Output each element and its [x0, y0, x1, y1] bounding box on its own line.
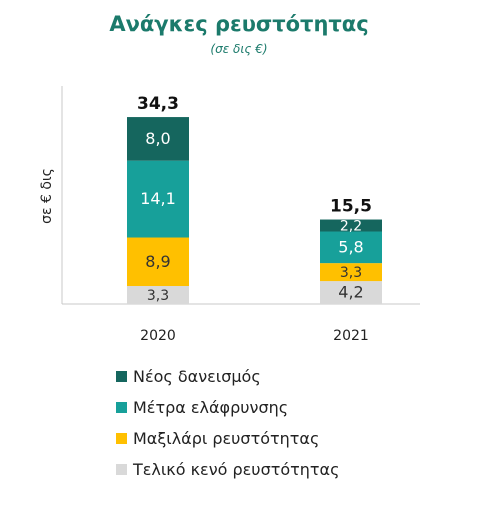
legend-item: Μαξιλάρι ρευστότητας	[116, 428, 339, 448]
legend-item: Νέος δανεισμός	[116, 366, 339, 386]
data-label: 4,2	[338, 283, 363, 302]
bar-segment	[127, 286, 189, 304]
data-label: 3,3	[147, 288, 169, 304]
bars-group: 3,3 8,9 14,1 8,0 34,3 2020 4,2 3,3 5,8 2,2 15,5 202…	[127, 94, 382, 344]
data-label: 8,9	[145, 252, 170, 271]
bar-segment	[320, 219, 382, 232]
stacked-bar-chart: σε € δις 3,3 8,9 14,1 8,0 34,3 2020 4,2 3,3 5,8 2…	[39, 86, 420, 344]
chart-title: Ανάγκες ρευστότητας	[109, 12, 369, 36]
total-label: 15,5	[330, 197, 372, 217]
legend-label: Μέτρα ελάφρυνσης	[133, 397, 289, 417]
legend: Νέος δανεισμός Μέτρα ελάφρυνσης Μαξιλάρι ρ…	[116, 366, 339, 490]
bar-segment	[127, 160, 189, 238]
legend-swatch	[116, 370, 127, 382]
bar-segment	[320, 231, 382, 264]
bar-segment	[320, 281, 382, 304]
data-label: 14,1	[140, 189, 176, 208]
bar-segment	[320, 263, 382, 282]
legend-swatch	[116, 432, 127, 444]
bar-segment	[127, 117, 189, 161]
legend-label: Νέος δανεισμός	[133, 366, 261, 386]
y-axis-label: σε € δις	[39, 168, 55, 224]
legend-swatch	[116, 401, 127, 413]
chart-subtitle: (σε δις €)	[210, 42, 268, 56]
legend-label: Μαξιλάρι ρευστότητας	[133, 428, 320, 448]
x-tick-label: 2020	[140, 328, 176, 344]
data-label: 2,2	[340, 219, 362, 235]
bar-segment	[127, 237, 189, 287]
legend-item: Μέτρα ελάφρυνσης	[116, 397, 339, 417]
legend-swatch	[116, 463, 127, 475]
data-label: 8,0	[145, 129, 170, 148]
legend-label: Τελικό κενό ρευστότητας	[133, 459, 340, 479]
data-label: 3,3	[340, 265, 362, 281]
data-label: 5,8	[338, 237, 363, 256]
total-label: 34,3	[137, 94, 179, 114]
legend-item: Τελικό κενό ρευστότητας	[116, 459, 339, 479]
x-tick-label: 2021	[333, 328, 369, 344]
